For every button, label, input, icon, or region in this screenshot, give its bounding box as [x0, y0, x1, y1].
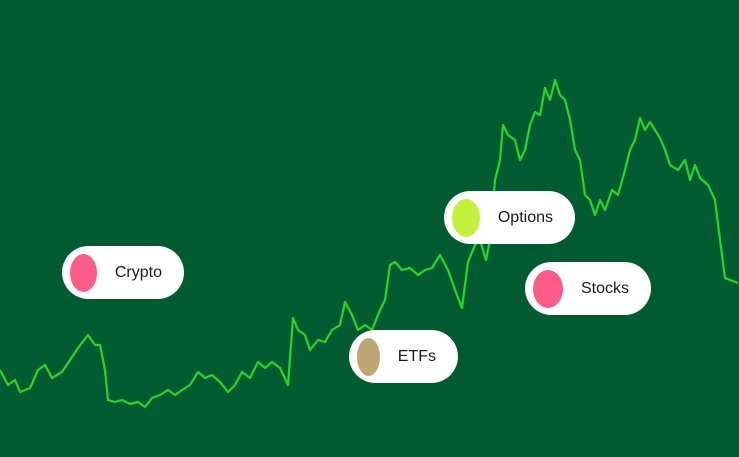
- asset-dot: [357, 337, 380, 376]
- asset-label: ETFs: [397, 347, 436, 365]
- price-line: [0, 78, 739, 409]
- asset-label: Options: [497, 208, 553, 226]
- asset-label: Crypto: [114, 263, 162, 281]
- asset-pill: ETFs: [349, 330, 458, 383]
- asset-dot: [70, 253, 97, 292]
- asset-label: Stocks: [580, 279, 629, 297]
- asset-dot: [533, 269, 563, 308]
- asset-pill: Crypto: [62, 246, 184, 299]
- asset-pill: Options: [444, 191, 575, 244]
- asset-pill: Stocks: [525, 262, 651, 315]
- asset-dot: [452, 198, 480, 237]
